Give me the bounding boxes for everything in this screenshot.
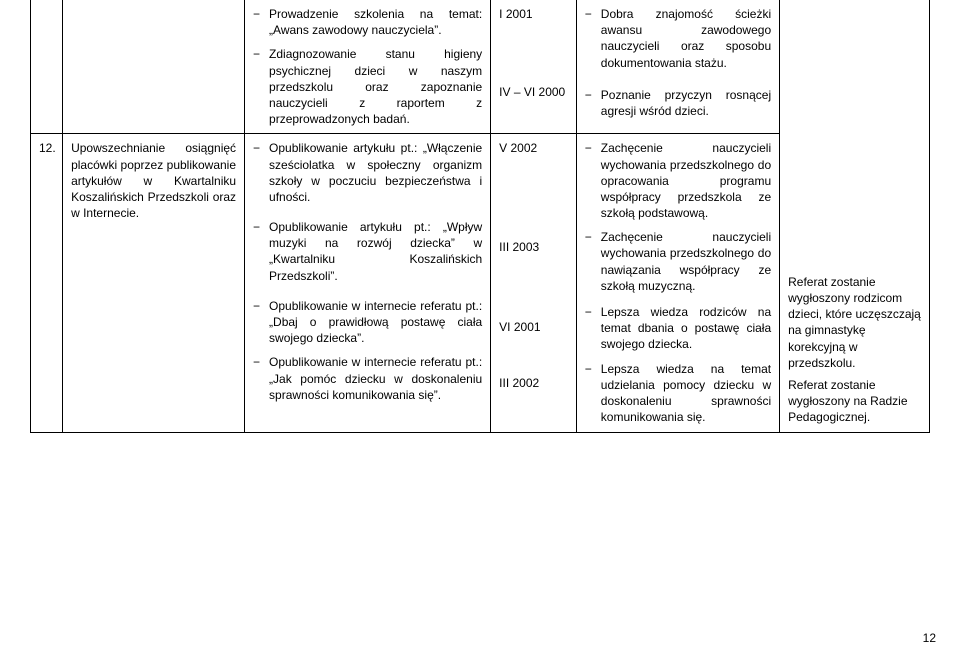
date-value: VI 2001 xyxy=(499,319,568,335)
note-text: Referat zostanie wygłoszony rodzicom dzi… xyxy=(788,274,921,371)
page-number: 12 xyxy=(923,631,936,645)
list-item: Zdiagnozowanie stanu higieny psychicznej… xyxy=(253,46,482,127)
list-item: Lepsza wiedza rodziców na temat dbania o… xyxy=(585,304,771,353)
note-text: Referat zostanie wygłoszony na Radzie Pe… xyxy=(788,377,921,426)
cell-actions: Prowadzenie szkolenia na temat: „Awans z… xyxy=(245,0,491,134)
cell-notes: Referat zostanie wygłoszony rodzicom dzi… xyxy=(780,134,930,432)
cell-dates: V 2002 III 2003 VI 2001 III 2002 xyxy=(491,134,577,432)
list-item: Zachęcenie nauczycieli wychowania przeds… xyxy=(585,140,771,221)
date-value: IV – VI 2000 xyxy=(499,84,568,100)
date-value: III 2002 xyxy=(499,375,568,391)
cell-actions: Opublikowanie artykułu pt.: „Włączenie s… xyxy=(245,134,491,432)
cell-outcomes: Dobra znajomość ścieżki awansu zawodoweg… xyxy=(576,0,779,134)
list-item: Opublikowanie artykułu pt.: „Wpływ muzyk… xyxy=(253,219,482,284)
list-item: Opublikowanie w internecie referatu pt.:… xyxy=(253,354,482,403)
date-value: I 2001 xyxy=(499,6,568,22)
cell-notes xyxy=(780,0,930,134)
date-value: V 2002 xyxy=(499,140,568,156)
cell-outcomes: Zachęcenie nauczycieli wychowania przeds… xyxy=(576,134,779,432)
actions-list: Prowadzenie szkolenia na temat: „Awans z… xyxy=(253,6,482,127)
table-row: 12. Upowszechnianie osiągnięć placówki p… xyxy=(31,134,930,432)
cell-num xyxy=(31,0,63,134)
list-item: Zachęcenie nauczycieli wychowania przeds… xyxy=(585,229,771,294)
list-item: Prowadzenie szkolenia na temat: „Awans z… xyxy=(253,6,482,38)
list-item: Dobra znajomość ścieżki awansu zawodoweg… xyxy=(585,6,771,71)
list-item: Poznanie przyczyn rosnącej agresji wśród… xyxy=(585,87,771,119)
cell-num: 12. xyxy=(31,134,63,432)
cell-dates: I 2001 IV – VI 2000 xyxy=(491,0,577,134)
actions-list: Opublikowanie artykułu pt.: „Włączenie s… xyxy=(253,140,482,403)
list-item: Lepsza wiedza na temat udzielania pomocy… xyxy=(585,361,771,426)
document-page: Prowadzenie szkolenia na temat: „Awans z… xyxy=(0,0,960,657)
table-row: Prowadzenie szkolenia na temat: „Awans z… xyxy=(31,0,930,134)
plan-table: Prowadzenie szkolenia na temat: „Awans z… xyxy=(30,0,930,433)
list-item: Opublikowanie w internecie referatu pt.:… xyxy=(253,298,482,347)
cell-task: Upowszechnianie osiągnięć placówki poprz… xyxy=(63,134,245,432)
outcomes-list: Zachęcenie nauczycieli wychowania przeds… xyxy=(585,140,771,425)
outcomes-list: Dobra znajomość ścieżki awansu zawodoweg… xyxy=(585,6,771,119)
cell-task xyxy=(63,0,245,134)
list-item: Opublikowanie artykułu pt.: „Włączenie s… xyxy=(253,140,482,205)
date-value: III 2003 xyxy=(499,239,568,255)
